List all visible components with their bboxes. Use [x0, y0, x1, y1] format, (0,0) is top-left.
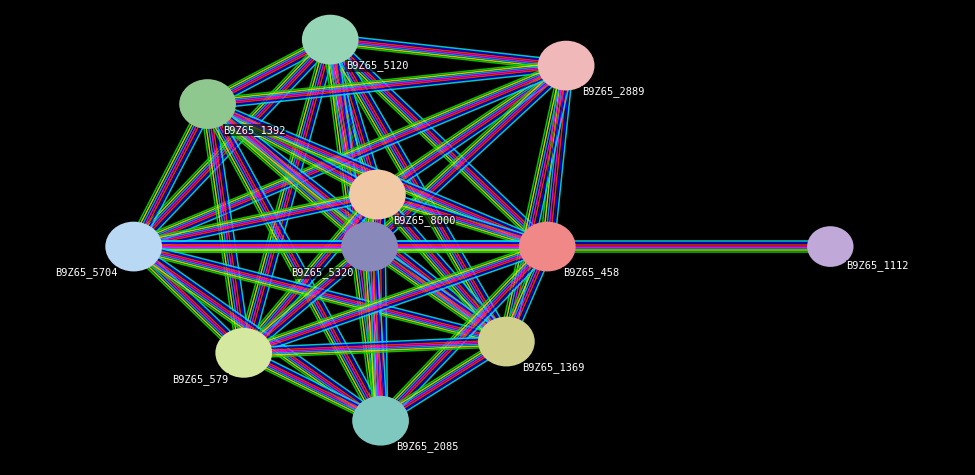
Text: B9Z65_2889: B9Z65_2889 [582, 86, 644, 97]
Ellipse shape [341, 222, 398, 271]
Ellipse shape [302, 15, 359, 65]
Ellipse shape [179, 79, 236, 129]
Text: B9Z65_2085: B9Z65_2085 [396, 441, 459, 452]
Text: B9Z65_5704: B9Z65_5704 [56, 267, 118, 278]
Ellipse shape [519, 222, 575, 271]
Ellipse shape [349, 170, 406, 219]
Text: B9Z65_5120: B9Z65_5120 [346, 60, 409, 71]
Ellipse shape [538, 41, 595, 90]
Text: B9Z65_1392: B9Z65_1392 [223, 125, 286, 136]
Text: B9Z65_1369: B9Z65_1369 [522, 362, 585, 373]
Text: B9Z65_5320: B9Z65_5320 [292, 267, 354, 278]
Text: B9Z65_458: B9Z65_458 [563, 267, 619, 278]
Ellipse shape [478, 317, 534, 366]
Ellipse shape [352, 396, 409, 446]
Text: B9Z65_8000: B9Z65_8000 [393, 215, 455, 226]
Ellipse shape [807, 226, 853, 267]
Text: B9Z65_1112: B9Z65_1112 [846, 260, 909, 271]
Ellipse shape [105, 222, 162, 271]
Text: B9Z65_579: B9Z65_579 [172, 374, 228, 385]
Ellipse shape [215, 328, 272, 378]
